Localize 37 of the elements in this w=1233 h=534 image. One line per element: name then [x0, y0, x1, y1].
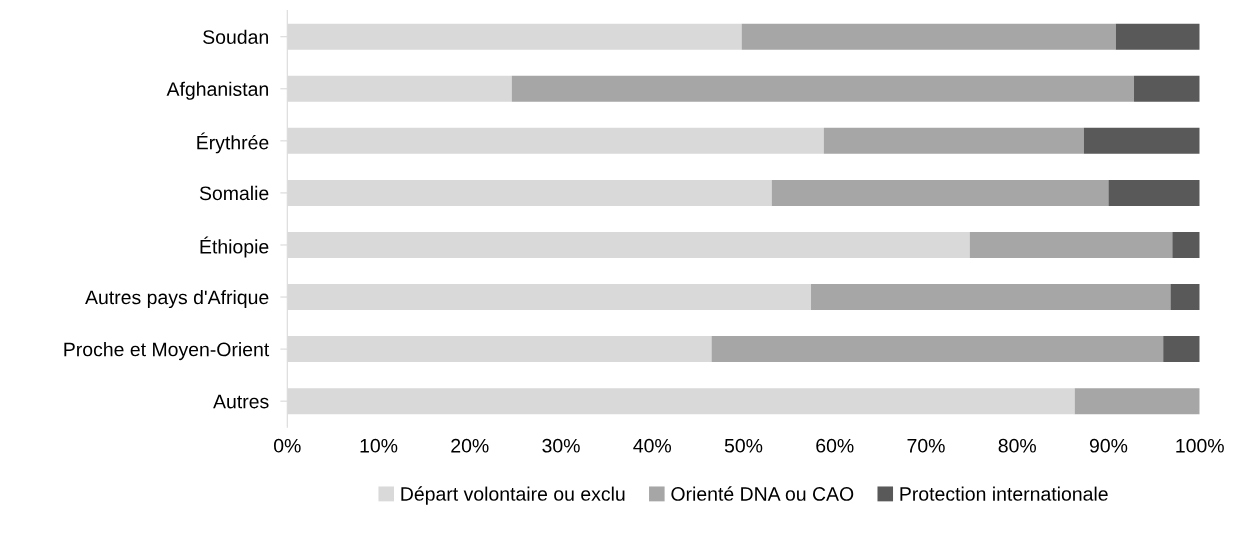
x-tick-label: 90%	[1089, 438, 1128, 453]
bar	[823, 127, 1084, 154]
x-tick-label: 10%	[360, 438, 398, 453]
x-tick-label: 80%	[998, 438, 1036, 453]
bar	[1163, 336, 1200, 363]
x-tick-label: 60%	[816, 438, 854, 453]
bar	[811, 284, 1171, 311]
bar	[741, 23, 1116, 50]
x-tick-label: 20%	[451, 438, 489, 453]
legend-label: Départ volontaire ou exclu	[401, 486, 625, 505]
legend-label: Protection internationale	[900, 486, 1108, 501]
y-tick-label: Autres pays d'Afrique	[85, 289, 269, 309]
y-tick-label: Soudan	[203, 29, 268, 44]
bar	[711, 336, 1164, 363]
bar	[1170, 284, 1200, 311]
y-tick-label: Afghanistan	[166, 81, 268, 100]
bar	[969, 231, 1173, 258]
x-tick-label: 40%	[633, 438, 672, 453]
x-tick-label: 70%	[907, 438, 945, 453]
y-tick-label: Érythrée	[197, 132, 269, 154]
bar	[1108, 179, 1200, 206]
y-tick-label: Éthiopie	[200, 236, 269, 258]
bar	[1115, 23, 1200, 50]
x-tick-label: 30%	[542, 438, 580, 453]
x-tick-label: 0%	[274, 438, 301, 453]
x-tick-label: 50%	[724, 438, 763, 453]
legend-label: Orienté DNA ou CAO	[671, 486, 854, 501]
bar	[1134, 75, 1200, 102]
x-tick-label: 100%	[1176, 438, 1224, 453]
y-tick-label: Proche et Moyen-Orient	[64, 342, 270, 361]
bar	[1074, 388, 1200, 415]
bar	[1083, 127, 1200, 154]
bar	[771, 179, 1109, 206]
bar	[511, 75, 1135, 102]
y-tick-label: Somalie	[199, 185, 269, 201]
bar	[1172, 231, 1200, 258]
y-tick-label: Autres	[213, 394, 269, 409]
